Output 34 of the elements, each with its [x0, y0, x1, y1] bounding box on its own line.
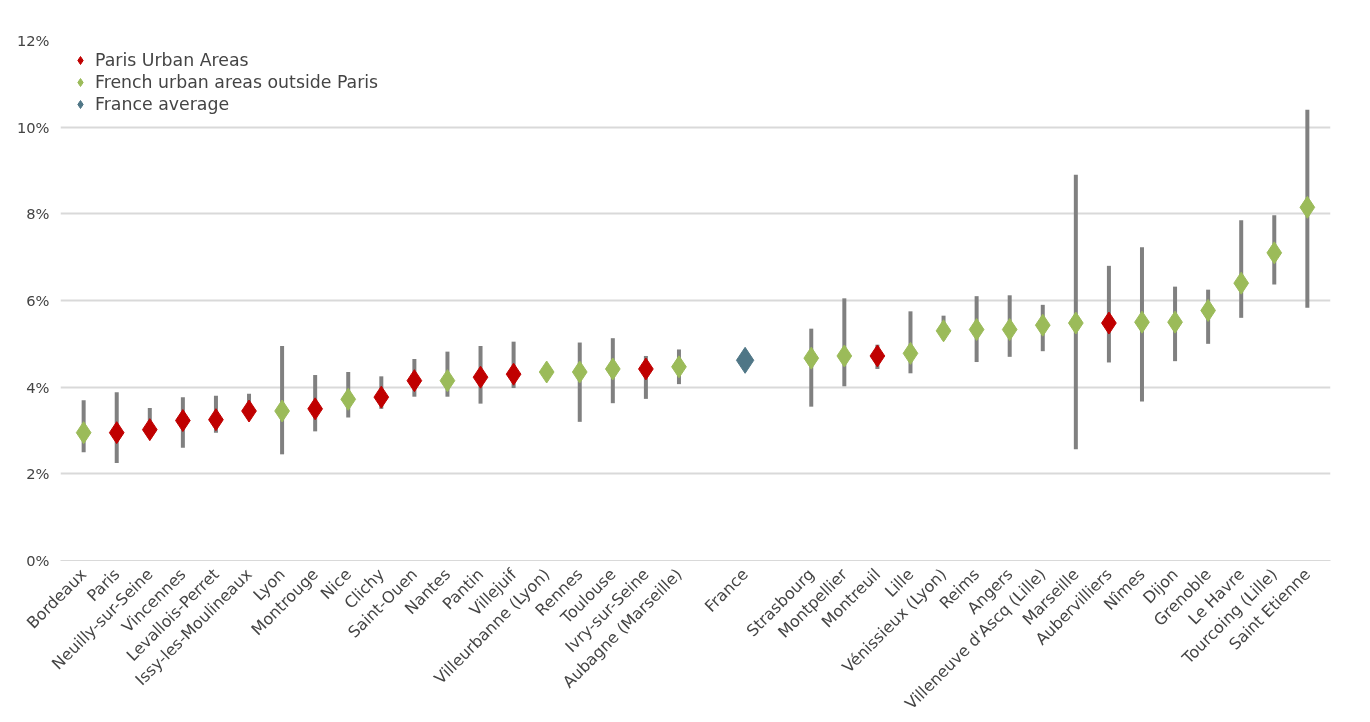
- point: [935, 319, 952, 343]
- point: [108, 421, 125, 445]
- point: [1233, 271, 1250, 295]
- y-tick-label: 8%: [26, 205, 50, 223]
- point: [1299, 195, 1316, 219]
- point: [141, 418, 158, 442]
- point: [869, 344, 886, 368]
- point: [968, 318, 985, 342]
- point: [505, 362, 522, 386]
- y-tick-label: 2%: [26, 465, 50, 483]
- y-tick-label: 6%: [26, 292, 50, 309]
- point: [406, 369, 423, 393]
- y-tick-label: 10%: [16, 118, 50, 136]
- y-tick-label: 12%: [16, 32, 50, 49]
- point: [439, 369, 456, 393]
- legend-label: French urban areas outside Paris: [95, 72, 379, 92]
- point: [604, 357, 621, 381]
- point: [75, 421, 92, 445]
- point: [735, 346, 755, 374]
- point: [803, 346, 820, 370]
- point: [1001, 318, 1018, 342]
- y-tick-label: 0%: [26, 552, 50, 569]
- y-tick-label: 4%: [26, 378, 50, 396]
- point: [373, 385, 390, 409]
- point: [836, 344, 853, 368]
- point: [902, 341, 919, 365]
- point: [1266, 241, 1283, 265]
- point: [538, 360, 555, 384]
- point: [571, 360, 588, 384]
- legend-label: France average: [95, 94, 230, 114]
- legend-label: Paris Urban Areas: [95, 50, 249, 70]
- point: [472, 365, 489, 389]
- point: [340, 387, 357, 411]
- point: [1034, 313, 1051, 337]
